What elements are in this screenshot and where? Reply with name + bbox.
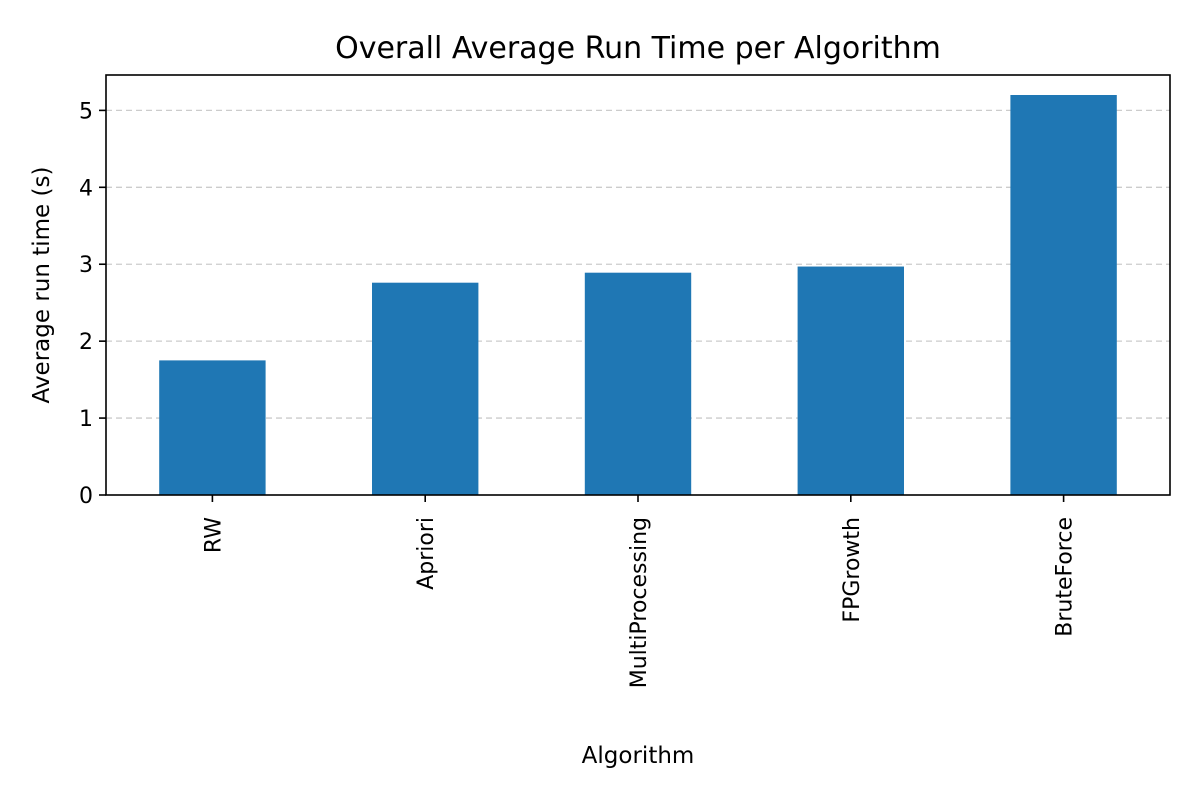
bar (584, 272, 692, 495)
y-tick-label: 2 (79, 330, 93, 355)
x-tick-label: FPGrowth (840, 517, 865, 623)
bar (797, 266, 904, 495)
bar (372, 282, 479, 495)
y-axis-ticks: 0 1 2 3 4 5 (79, 99, 106, 509)
bar (1010, 95, 1117, 495)
y-axis-label: Average run time (s) (29, 167, 55, 404)
y-tick-label: 5 (79, 99, 93, 124)
bars (159, 95, 1117, 495)
x-tick-label: RW (201, 517, 226, 553)
x-axis-label: Algorithm (582, 743, 695, 769)
chart-title: Overall Average Run Time per Algorithm (335, 31, 941, 66)
y-tick-label: 0 (79, 484, 93, 509)
y-tick-label: 4 (79, 176, 93, 201)
x-axis-ticks: RW Apriori MultiProcessing FPGrowth BruteFor… (201, 495, 1078, 688)
y-tick-label: 1 (79, 407, 93, 432)
bar (159, 360, 266, 495)
x-tick-label: MultiProcessing (627, 517, 652, 688)
x-tick-label: Apriori (414, 517, 439, 590)
x-tick-label: BruteForce (1053, 517, 1078, 637)
y-tick-label: 3 (79, 253, 93, 278)
